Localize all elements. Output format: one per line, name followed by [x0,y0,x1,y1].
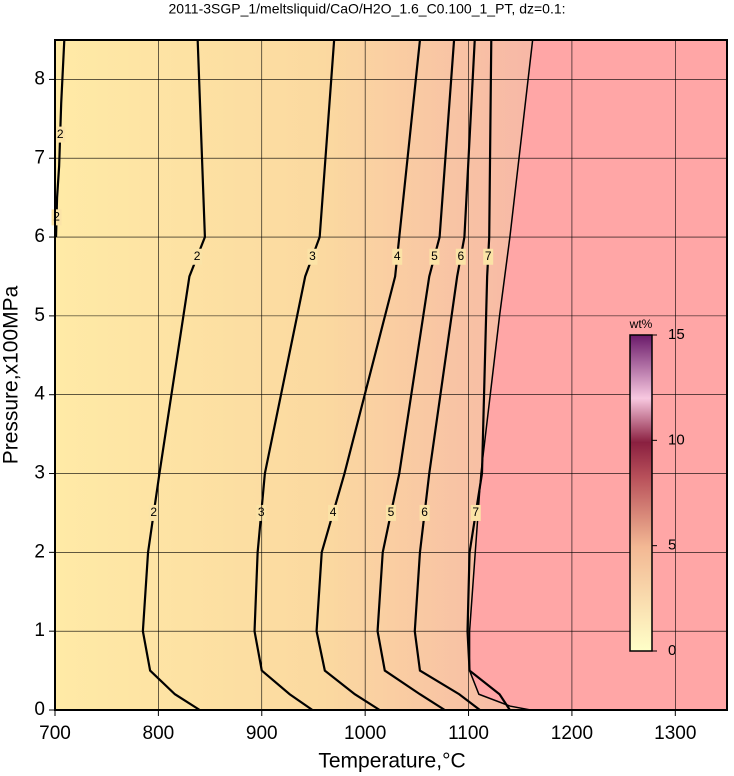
y-tick-label: 8 [34,68,45,89]
colorbar-tick-label: 15 [668,326,685,343]
x-tick-label: 1100 [448,723,489,744]
contour-label: 6 [457,249,464,263]
y-tick-label: 5 [34,305,45,326]
contour-label-bg [429,248,440,265]
y-tick-label: 3 [34,463,45,484]
x-tick-label: 1000 [344,723,386,744]
contour-label-bg [392,248,403,265]
colorbar [629,334,653,652]
colorbar-tick-label: 5 [668,537,676,554]
x-tick-label: 900 [246,723,278,744]
contour-label-bg [328,504,339,521]
x-tick-label: 1300 [654,723,696,744]
contour-label-bg [148,504,159,521]
contour-label-bg [51,209,62,226]
x-axis-label: Temperature,°C [318,750,465,773]
y-tick-label: 6 [34,226,45,247]
contour-label: 6 [421,505,428,519]
contour-label-bg [55,126,66,143]
contour-label-bg [256,504,267,521]
y-tick-label: 0 [34,699,45,720]
contour-label-bg [386,504,396,521]
contour-label-bg [192,248,203,265]
chart-title: 2011-3SGP_1/meltsliquid/CaO/H2O_1.6_C0.1… [168,1,565,17]
contour-label: 7 [472,505,479,519]
colorbar-label: wt% [629,317,653,331]
contour-label-bg [307,248,318,265]
y-axis-label: Pressure,x100MPa [0,285,23,464]
y-tick-label: 2 [34,541,45,562]
contour-label: 3 [258,505,265,519]
contour-label: 5 [388,505,395,519]
contour-label: 2 [150,505,157,519]
contour-label-bg [419,504,430,521]
contour-label: 2 [53,210,60,224]
x-tick-label: 700 [39,723,71,744]
plot-frame [54,39,728,711]
y-tick-label: 7 [34,147,45,168]
contour-label: 3 [309,249,316,263]
contour-label: 4 [394,249,401,263]
x-tick-label: 800 [143,723,175,744]
contour-label: 5 [431,249,438,263]
x-tick-label: 1200 [551,723,593,744]
contour-label-bg [483,248,494,265]
contour-label: 2 [194,249,201,263]
contour-label-bg [455,248,466,265]
y-tick-label: 1 [34,620,45,641]
contour-label: 7 [485,249,492,263]
colorbar-tick-label: 10 [668,431,685,448]
contour-label-bg [470,504,481,521]
colorbar-tick-label: 0 [668,642,676,659]
contour-label: 4 [330,505,337,519]
contour-label: 2 [57,127,64,141]
y-tick-label: 4 [34,384,45,405]
